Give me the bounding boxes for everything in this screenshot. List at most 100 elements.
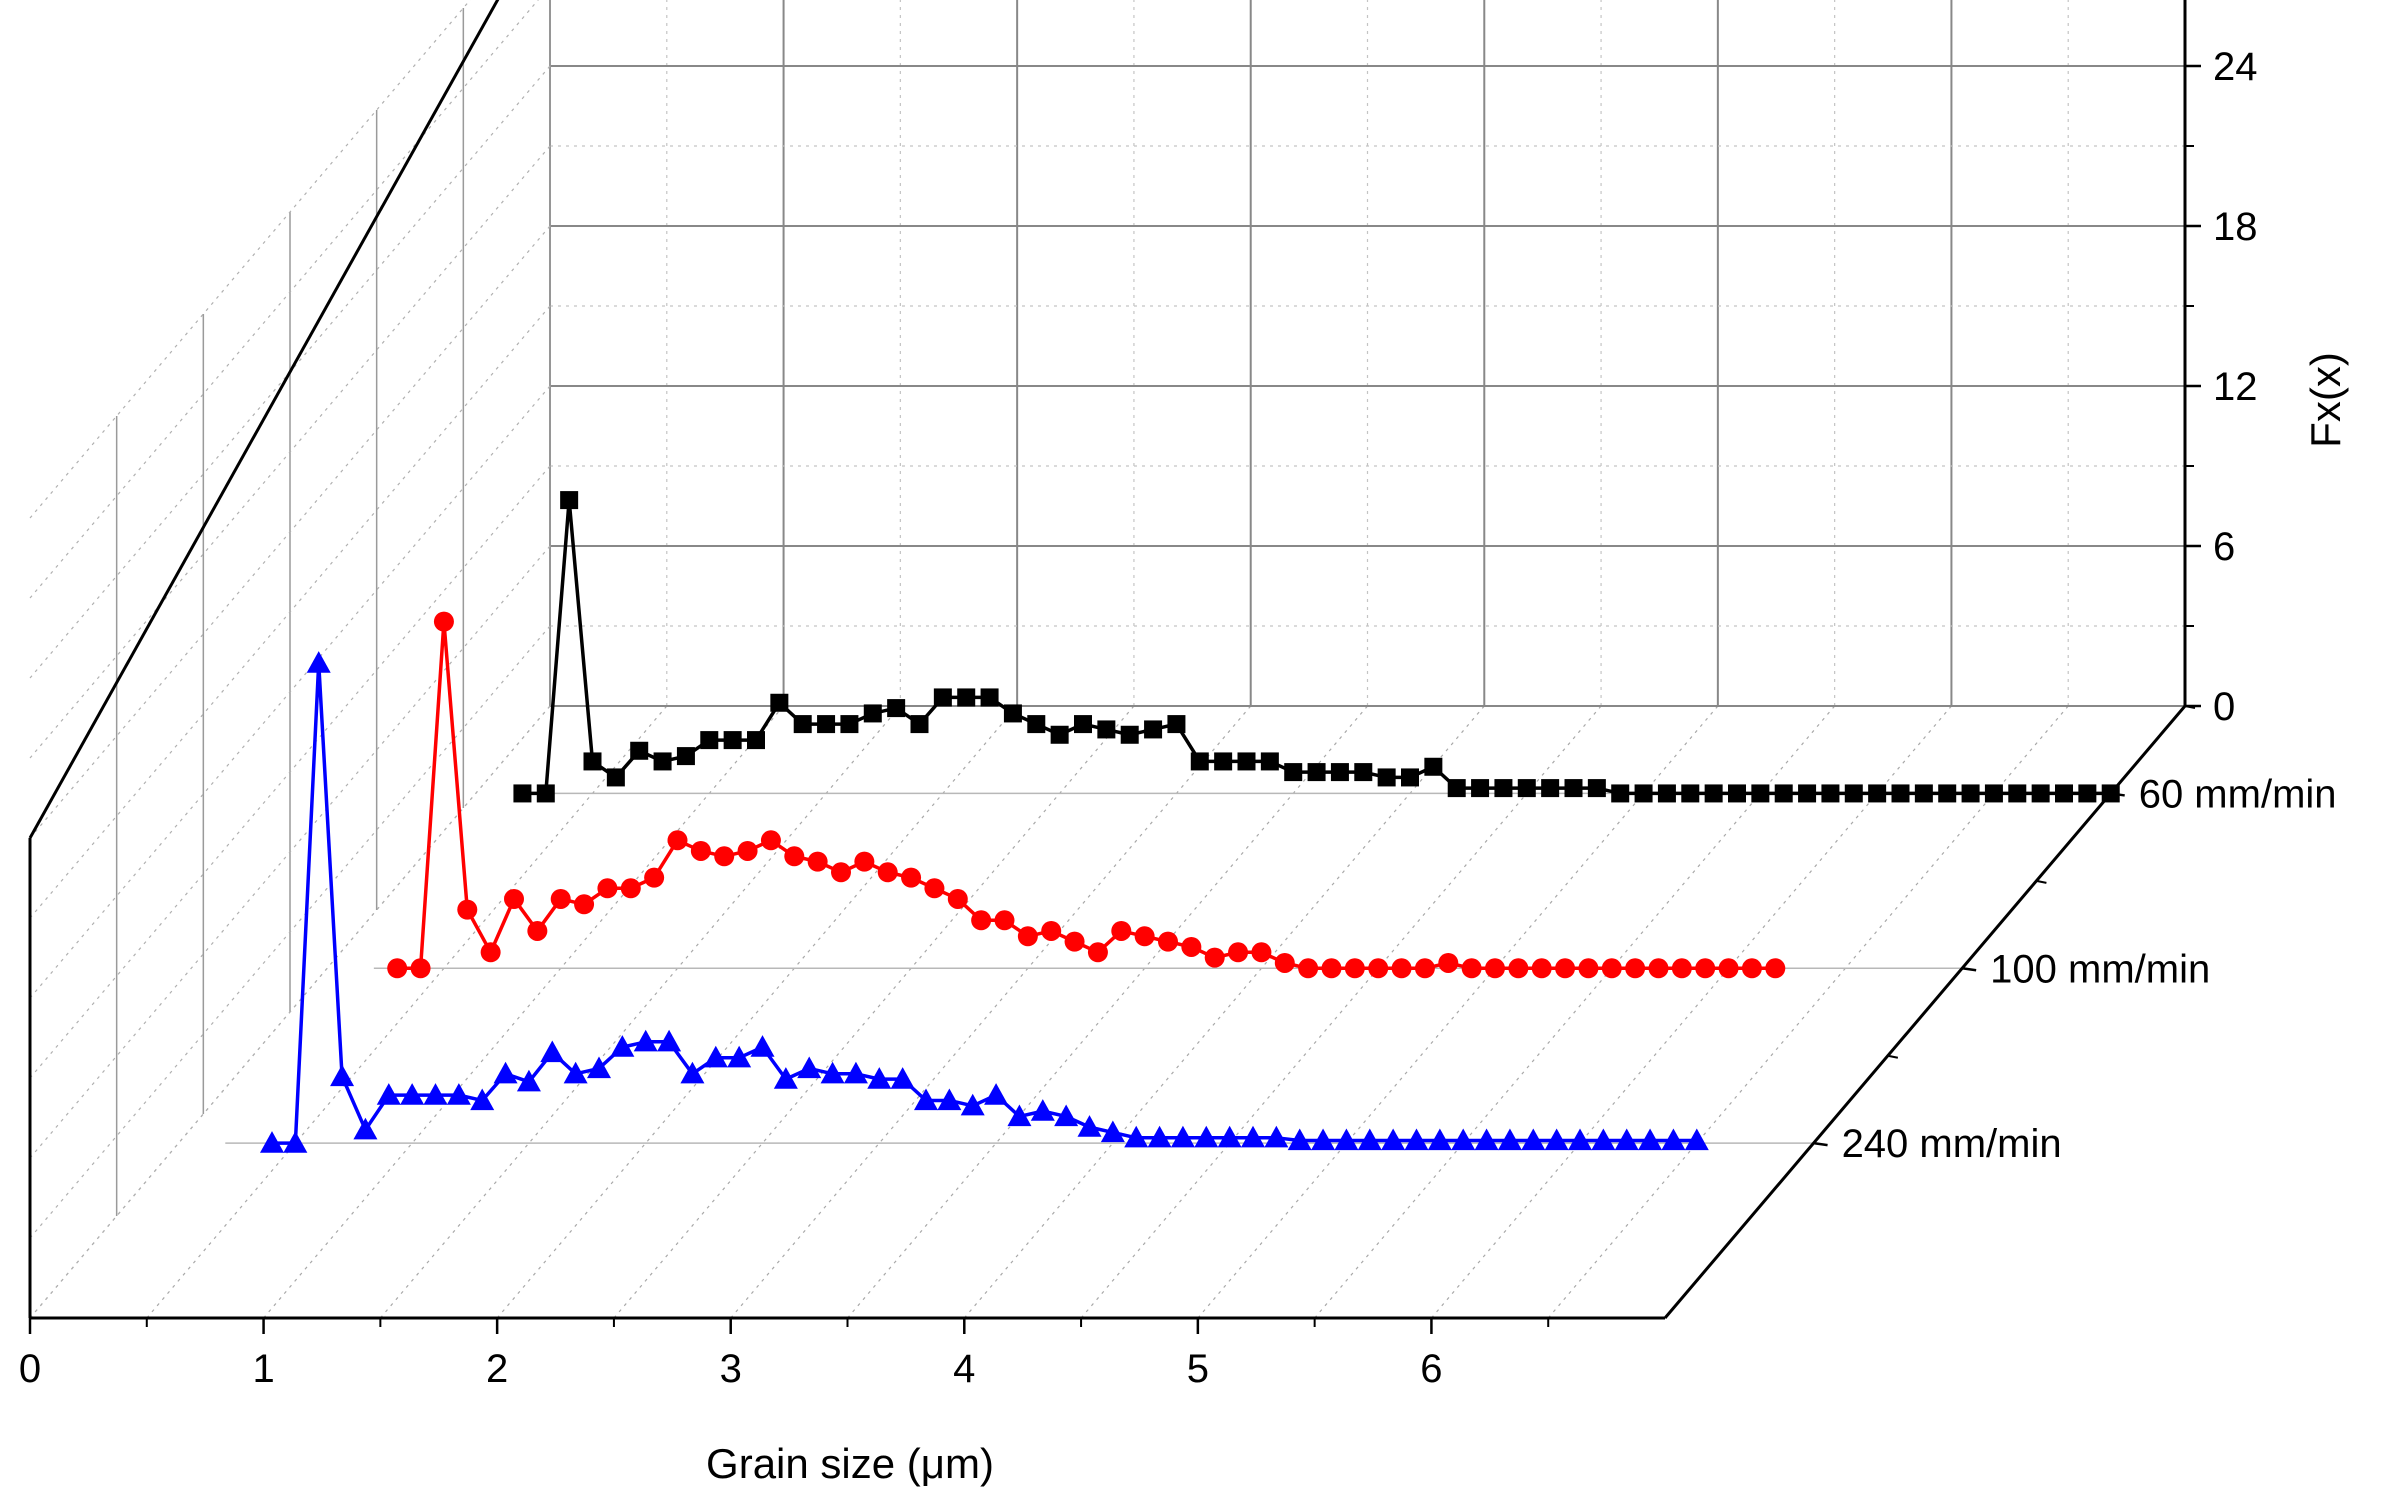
data-point-circle xyxy=(1111,920,1132,941)
floor-grid-line xyxy=(963,705,1485,1319)
data-point-circle xyxy=(714,846,735,867)
depth-minor-tick xyxy=(2184,705,2196,709)
data-point-circle xyxy=(1041,920,1062,941)
data-point-triangle xyxy=(680,1061,705,1084)
data-point-square xyxy=(887,699,906,718)
data-point-circle xyxy=(1531,958,1552,979)
data-point-square xyxy=(910,715,929,734)
data-point-circle xyxy=(1414,958,1435,979)
data-point-square xyxy=(583,752,602,771)
x-tick-label: 1 xyxy=(252,1347,274,1391)
data-point-square xyxy=(1424,757,1443,776)
series-240-mm-min xyxy=(260,651,1709,1153)
data-point-circle xyxy=(574,894,595,915)
x-tick-label: 4 xyxy=(953,1347,975,1391)
data-point-circle xyxy=(1298,958,1319,979)
data-point-square xyxy=(2031,784,2050,803)
data-point-circle xyxy=(433,611,454,632)
data-point-triangle xyxy=(563,1061,588,1084)
data-point-triangle xyxy=(890,1067,915,1089)
data-point-triangle xyxy=(773,1067,798,1089)
data-point-triangle xyxy=(1170,1125,1195,1148)
data-point-circle xyxy=(994,910,1015,931)
data-point-square xyxy=(1774,784,1793,803)
data-point-square xyxy=(676,747,695,766)
data-point-circle xyxy=(620,878,641,899)
data-point-square xyxy=(1307,763,1326,782)
data-point-triangle xyxy=(1217,1125,1242,1148)
data-point-triangle xyxy=(610,1035,635,1057)
data-point-square xyxy=(1050,725,1069,744)
data-point-circle xyxy=(667,830,688,851)
data-point-triangle xyxy=(937,1088,962,1111)
data-point-circle xyxy=(1508,958,1529,979)
data-point-triangle xyxy=(1147,1125,1172,1148)
data-point-circle xyxy=(1461,958,1482,979)
data-point-square xyxy=(840,715,859,734)
data-point-square xyxy=(723,731,742,750)
data-point-square xyxy=(2101,784,2120,803)
series-depth-label: 100 mm/min xyxy=(1990,947,2210,991)
data-point-circle xyxy=(1064,931,1085,952)
data-point-triangle xyxy=(1568,1128,1592,1151)
axis-frame xyxy=(28,0,2201,1334)
data-point-square xyxy=(1657,784,1676,803)
data-point-triangle xyxy=(446,1083,471,1105)
data-point-circle xyxy=(1274,952,1295,973)
data-point-triangle xyxy=(843,1061,868,1084)
z-tick-label: 12 xyxy=(2213,365,2258,409)
data-point-triangle xyxy=(914,1088,938,1111)
data-point-triangle xyxy=(1684,1128,1709,1151)
data-point-circle xyxy=(971,910,992,931)
depth-minor-tick xyxy=(1887,1054,1899,1059)
data-point-circle xyxy=(1181,936,1202,957)
series-line xyxy=(272,661,1697,1145)
data-point-square xyxy=(1611,784,1630,803)
floor-grid-line xyxy=(379,705,901,1319)
data-point-triangle xyxy=(1007,1104,1032,1127)
data-point-square xyxy=(1190,752,1209,771)
data-point-square xyxy=(1284,763,1303,782)
x-tick-label: 6 xyxy=(1420,1347,1442,1391)
data-point-square xyxy=(1471,779,1490,798)
data-point-triangle xyxy=(1427,1128,1452,1151)
data-point-circle xyxy=(504,888,524,909)
data-point-triangle xyxy=(1497,1128,1522,1151)
data-point-circle xyxy=(1648,958,1669,979)
data-point-triangle xyxy=(306,651,331,673)
data-point-triangle xyxy=(1311,1128,1336,1151)
data-point-square xyxy=(1517,779,1536,798)
data-point-triangle xyxy=(376,1083,401,1105)
data-point-circle xyxy=(1321,958,1342,979)
data-point-triangle xyxy=(820,1061,845,1084)
data-point-square xyxy=(1330,763,1349,782)
data-point-square xyxy=(1214,752,1233,771)
data-point-square xyxy=(1564,779,1583,798)
data-point-triangle xyxy=(1544,1128,1569,1151)
z-axis-title: Fx(x) xyxy=(2302,352,2349,448)
left-wall-grid-line xyxy=(29,225,551,839)
data-point-triangle xyxy=(1241,1125,1265,1148)
depth-minor-tick xyxy=(2036,879,2047,884)
z-tick-label: 0 xyxy=(2213,685,2235,729)
data-point-triangle xyxy=(493,1061,518,1084)
data-point-circle xyxy=(1087,942,1108,963)
data-point-square xyxy=(700,731,719,750)
data-point-square xyxy=(1144,720,1163,739)
left-wall-grid-line xyxy=(29,625,551,1239)
data-point-square xyxy=(1027,715,1046,734)
data-point-circle xyxy=(550,888,571,909)
data-point-triangle xyxy=(470,1088,495,1111)
data-point-triangle xyxy=(1077,1115,1102,1137)
left-wall-grid-line xyxy=(29,0,539,599)
series-depth-label: 60 mm/min xyxy=(2139,772,2337,816)
left-wall-grid-line xyxy=(29,0,471,519)
data-point-square xyxy=(770,693,789,712)
data-point-circle xyxy=(901,867,922,888)
data-point-square xyxy=(1120,725,1139,744)
grid-layer xyxy=(29,0,2186,1319)
data-point-triangle xyxy=(867,1067,892,1089)
floor-grid-line xyxy=(146,705,668,1319)
data-point-triangle xyxy=(703,1045,728,1068)
